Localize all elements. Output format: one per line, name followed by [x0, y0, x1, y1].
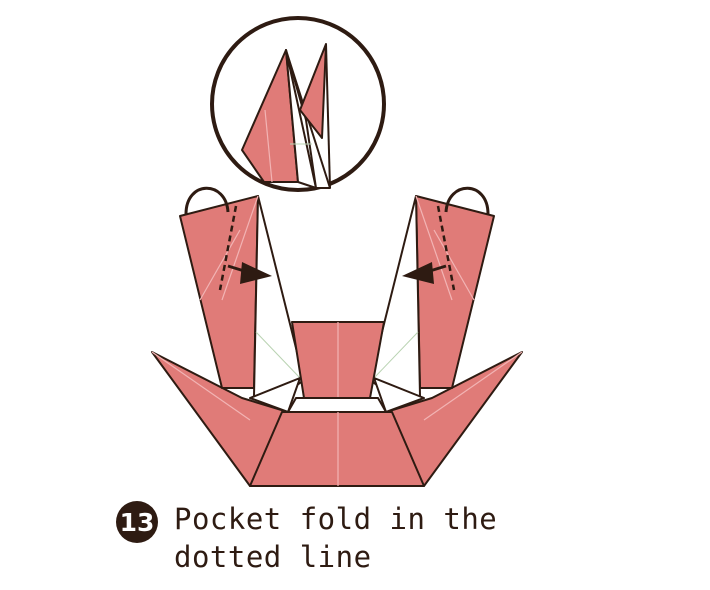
left-arm-inner: [253, 195, 305, 397]
instruction-line-1: Pocket fold in the: [174, 502, 498, 536]
step-number: 13: [120, 508, 155, 537]
center-white-strip: [287, 397, 387, 413]
right-arm: [415, 195, 495, 389]
base-panel: [249, 411, 425, 487]
right-inner-white: [373, 377, 425, 413]
right-dotted-fold: [436, 205, 456, 291]
left-hook-arrow: [184, 186, 230, 215]
step-number-badge: 13: [116, 501, 158, 543]
right-arm-inner: [369, 195, 421, 397]
left-inner-white: [249, 377, 301, 413]
left-dotted-fold: [218, 205, 238, 291]
origami-model: [151, 195, 523, 487]
right-arrow-head: [402, 262, 434, 284]
detail-pocket-fold: [241, 43, 331, 189]
detail-inset: [210, 16, 386, 192]
step-instruction: Pocket fold in the dotted line: [174, 500, 497, 576]
left-arm: [179, 195, 259, 389]
right-hook-arrow: [444, 186, 490, 215]
left-arrow-head: [240, 262, 272, 284]
instruction-line-2: dotted line: [174, 540, 372, 574]
